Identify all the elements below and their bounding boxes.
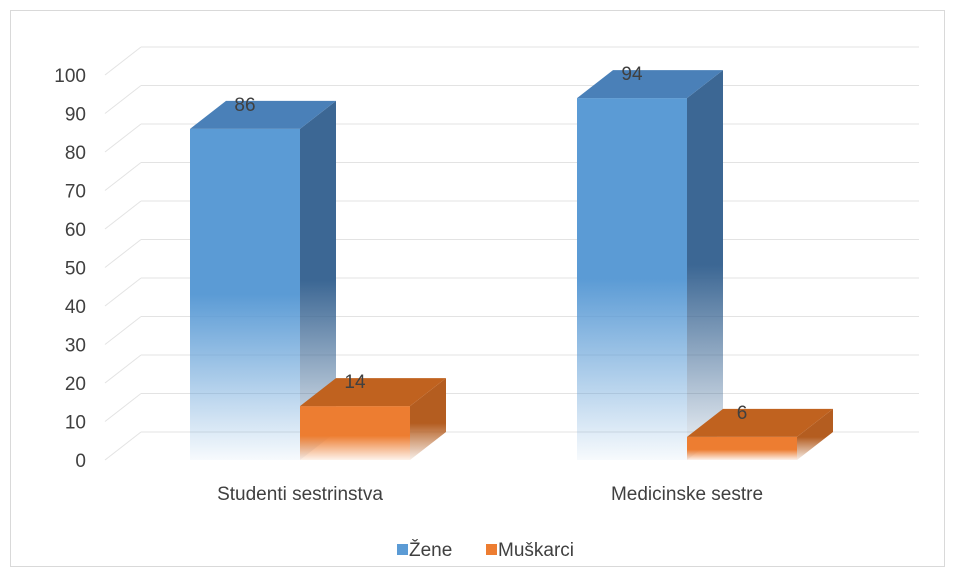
bars <box>190 70 833 461</box>
y-tick-label: 80 <box>65 143 86 164</box>
legend-swatch <box>397 544 408 555</box>
category-labels: Studenti sestrinstva Medicinske sestre <box>217 484 763 505</box>
y-tick-label: 70 <box>65 182 86 203</box>
bar <box>300 406 410 460</box>
category-label: Studenti sestrinstva <box>217 484 383 505</box>
gridline-depth <box>104 354 142 384</box>
y-axis-ticks: 0 10 20 30 40 50 60 70 80 90 100 <box>54 66 86 472</box>
y-tick-label: 30 <box>65 336 86 357</box>
bar-side <box>797 408 833 460</box>
bar <box>190 128 300 460</box>
bar-side <box>687 70 723 460</box>
y-tick-label: 40 <box>65 297 86 318</box>
y-tick-label: 100 <box>54 66 86 87</box>
data-label: 86 <box>234 95 255 116</box>
y-tick-label: 60 <box>65 220 86 241</box>
bar <box>687 436 797 460</box>
data-labels: 86 14 94 6 <box>234 64 747 424</box>
gridline-depth <box>104 200 142 230</box>
data-label: 14 <box>344 372 366 393</box>
bar-top <box>687 408 833 437</box>
gridline-depth <box>104 316 142 345</box>
gridline-depth <box>104 393 142 422</box>
y-tick-label: 10 <box>65 413 86 434</box>
y-tick-label: 0 <box>75 451 86 472</box>
chart-frame <box>10 10 945 567</box>
bar-side <box>300 100 336 461</box>
gridline-depth <box>104 85 142 114</box>
bar-side <box>410 378 446 460</box>
gridline-depth <box>104 162 142 191</box>
gridline-depth <box>104 46 142 76</box>
legend-label: Muškarci <box>498 540 574 561</box>
bar-top <box>300 378 446 407</box>
y-tick-label: 50 <box>65 259 86 280</box>
bar-top <box>190 100 336 129</box>
y-tick-label: 20 <box>65 374 86 395</box>
gridline-depth <box>104 431 142 461</box>
legend-swatch <box>486 544 497 555</box>
category-label: Medicinske sestre <box>611 484 763 505</box>
gridline-depth <box>104 277 142 307</box>
legend: Žene Muškarci <box>397 539 574 561</box>
y-tick-label: 90 <box>65 105 86 126</box>
legend-label: Žene <box>409 539 452 561</box>
gridline-depth <box>104 123 142 153</box>
data-label: 6 <box>737 403 748 424</box>
gridline-depth <box>104 239 142 268</box>
bar-top <box>577 70 723 99</box>
bar <box>577 98 687 460</box>
data-label: 94 <box>621 64 643 85</box>
